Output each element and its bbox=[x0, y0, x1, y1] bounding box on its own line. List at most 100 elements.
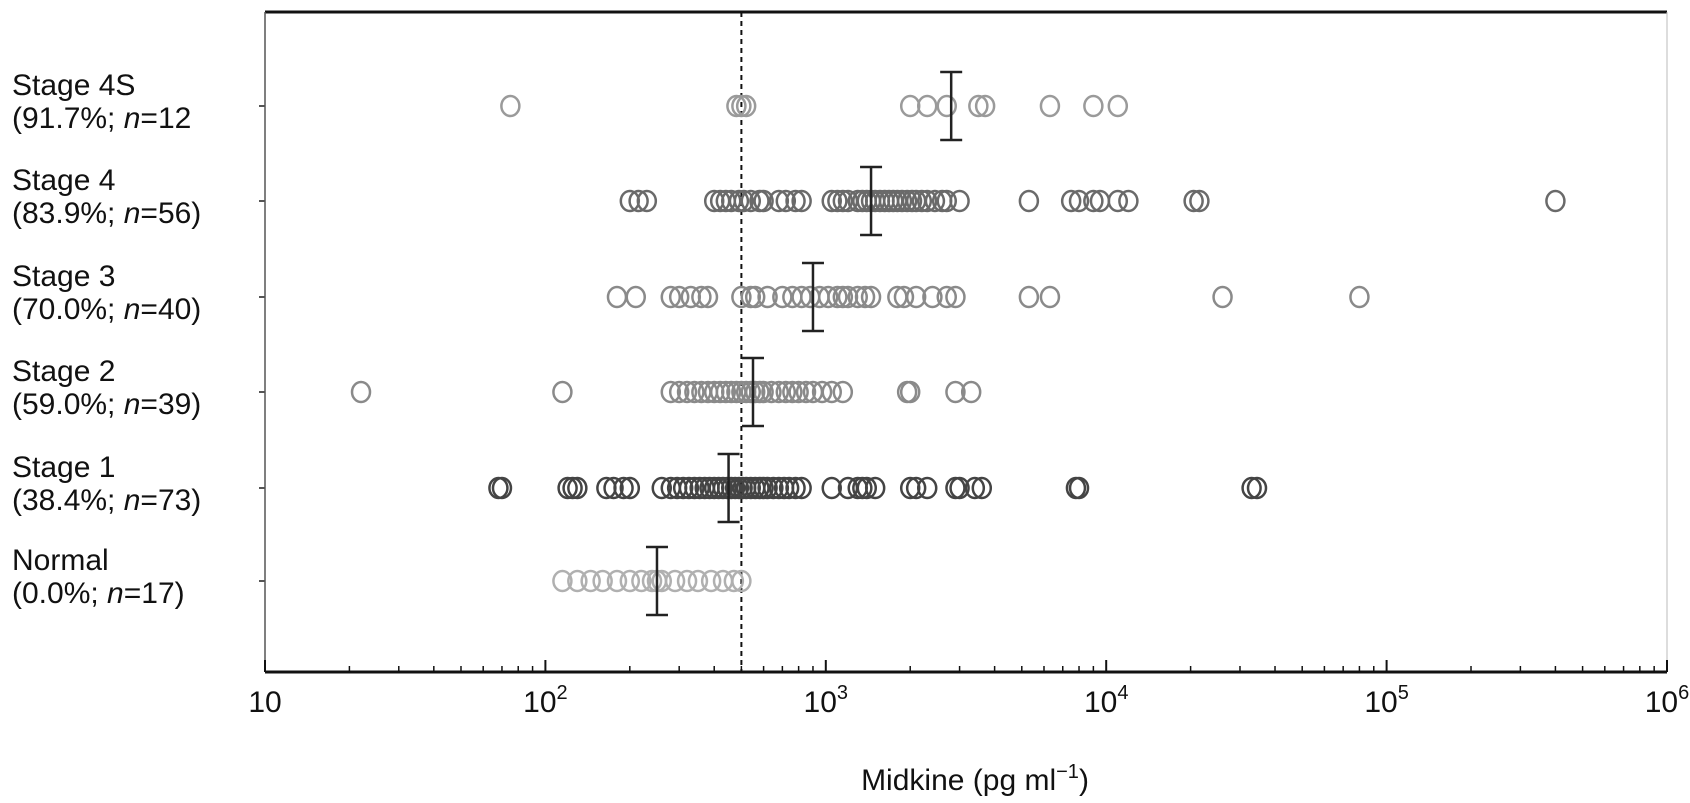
data-point bbox=[1060, 189, 1082, 213]
data-points bbox=[350, 94, 1566, 593]
y-group-label: Stage 4 (83.9%; n=56) bbox=[12, 164, 262, 230]
x-tick-label-base: 10 bbox=[248, 686, 281, 719]
data-point bbox=[916, 189, 938, 213]
x-tick-labels: 10 102 103 104 105 106 bbox=[248, 682, 1689, 719]
data-point bbox=[827, 285, 848, 309]
data-point bbox=[684, 380, 705, 404]
x-tick-label-base: 10 bbox=[1084, 686, 1117, 719]
data-point bbox=[619, 569, 641, 593]
data-point bbox=[1039, 285, 1061, 309]
y-group-name: Stage 3 bbox=[12, 260, 116, 293]
data-point bbox=[768, 380, 790, 404]
x-ticks bbox=[264, 660, 1668, 672]
data-point bbox=[753, 380, 774, 404]
data-point bbox=[971, 476, 993, 500]
y-group-n-label: n bbox=[123, 197, 141, 230]
data-point bbox=[778, 476, 800, 500]
data-point bbox=[557, 476, 578, 500]
data-point bbox=[775, 189, 797, 213]
data-point bbox=[651, 476, 673, 500]
x-tick-label-exponent: 5 bbox=[1398, 682, 1409, 704]
x-tick-label-base: 10 bbox=[1364, 686, 1397, 719]
data-point bbox=[660, 380, 682, 404]
x-tick-label: 103 bbox=[804, 682, 849, 719]
data-point bbox=[500, 94, 521, 118]
y-group-name: Stage 2 bbox=[12, 355, 116, 388]
data-point bbox=[636, 189, 658, 213]
data-point bbox=[775, 380, 797, 404]
data-point bbox=[1018, 285, 1040, 309]
y-group-stat-prefix: (83.9%; bbox=[12, 197, 124, 230]
x-axis-label-sup: −1 bbox=[1056, 761, 1079, 783]
data-point bbox=[945, 380, 966, 404]
data-point bbox=[1241, 476, 1262, 500]
x-tick-label-base: 10 bbox=[523, 686, 556, 719]
data-point bbox=[832, 189, 854, 213]
y-group-n-label: n bbox=[123, 484, 141, 517]
data-point bbox=[1018, 189, 1040, 213]
data-point bbox=[945, 476, 966, 500]
data-point bbox=[1068, 476, 1090, 500]
y-group-label: Stage 2 (59.0%; n=39) bbox=[12, 355, 262, 421]
x-tick-label: 102 bbox=[523, 682, 568, 719]
data-point bbox=[676, 380, 698, 404]
data-point bbox=[1189, 189, 1210, 213]
data-point bbox=[625, 285, 647, 309]
data-point bbox=[726, 94, 747, 118]
data-point bbox=[580, 569, 601, 593]
data-point bbox=[720, 189, 742, 213]
x-tick-label-exponent: 4 bbox=[1117, 682, 1128, 704]
data-point bbox=[709, 380, 731, 404]
data-point bbox=[723, 569, 745, 593]
y-group-stat: (83.9%; n=56) bbox=[12, 197, 262, 230]
y-group-stat-prefix: (0.0%; bbox=[12, 577, 108, 610]
y-group-stat: (59.0%; n=39) bbox=[12, 388, 262, 421]
data-point bbox=[728, 189, 750, 213]
data-point bbox=[740, 189, 762, 213]
plot-frame bbox=[264, 10, 1668, 674]
data-point bbox=[733, 189, 755, 213]
data-point bbox=[603, 476, 624, 500]
data-point bbox=[1107, 94, 1129, 118]
data-point bbox=[832, 380, 854, 404]
y-group-stat-prefix: (91.7%; bbox=[12, 102, 124, 135]
data-point bbox=[916, 476, 938, 500]
data-point bbox=[922, 285, 943, 309]
data-point bbox=[660, 285, 682, 309]
data-point bbox=[1068, 189, 1090, 213]
data-point bbox=[651, 569, 673, 593]
data-point bbox=[772, 285, 793, 309]
y-group-n-value: =12 bbox=[140, 102, 192, 135]
data-point bbox=[680, 285, 702, 309]
y-group-n-label: n bbox=[107, 577, 124, 610]
data-point bbox=[744, 285, 766, 309]
y-group-stat: (0.0%; n=17) bbox=[12, 577, 262, 610]
data-point bbox=[949, 189, 970, 213]
data-point bbox=[562, 476, 583, 500]
data-point bbox=[905, 285, 927, 309]
data-point bbox=[606, 569, 628, 593]
y-group-n-value: =17) bbox=[123, 577, 185, 610]
y-ticks bbox=[259, 105, 265, 582]
data-point bbox=[712, 569, 734, 593]
data-point bbox=[1118, 189, 1139, 213]
data-point bbox=[785, 476, 806, 500]
data-point bbox=[974, 94, 996, 118]
data-point bbox=[811, 380, 833, 404]
data-point bbox=[1083, 94, 1104, 118]
y-group-stat: (38.4%; n=73) bbox=[12, 484, 262, 517]
data-point bbox=[676, 569, 698, 593]
data-point bbox=[1349, 285, 1370, 309]
data-point bbox=[785, 189, 806, 213]
data-point bbox=[763, 476, 784, 500]
data-point bbox=[672, 476, 694, 500]
error-bars bbox=[645, 70, 963, 617]
y-group-label: Stage 4S (91.7%; n=12 bbox=[12, 69, 262, 135]
data-point bbox=[945, 285, 966, 309]
data-point bbox=[731, 285, 752, 309]
y-group-stat-prefix: (70.0%; bbox=[12, 293, 124, 326]
data-point bbox=[753, 189, 774, 213]
x-tick-label-exponent: 3 bbox=[837, 682, 848, 704]
y-group-label: Stage 1 (38.4%; n=73) bbox=[12, 451, 262, 517]
data-point bbox=[827, 189, 848, 213]
